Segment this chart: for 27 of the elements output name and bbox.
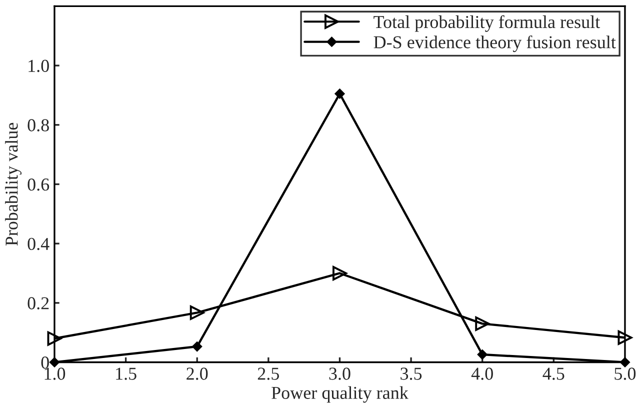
point [477,350,488,360]
y-tick-label: 0.8 [28,119,49,132]
y-tick-label: 0.6 [28,178,50,191]
x-axis-title: Power quality rank [272,386,408,403]
x-tick-label: 1.5 [116,368,136,380]
point [332,266,347,280]
legend-label: Total probability formula result [374,15,600,32]
x-tick-label: 5.0 [614,368,636,380]
point [190,305,204,320]
x-tick-label: 1.0 [44,368,66,380]
x-tick-label: 3.0 [329,368,350,380]
x-tick-label: 2.0 [186,368,208,380]
y-tick-label: 0.2 [28,297,49,310]
legend-label: D-S evidence theory fusion result [374,35,616,52]
x-tick-label: 3.5 [400,368,422,380]
y-tick-label: 0.4 [28,238,50,250]
x-tick-label: 2.5 [258,368,279,380]
y-tick-label: 0 [41,356,49,369]
x-tick-label: 4.5 [542,368,564,380]
point [475,316,490,331]
point [334,88,345,99]
point [47,331,62,346]
x-tick-label: 4.0 [471,368,493,380]
y-tick-label: 1.0 [28,60,49,72]
point [618,330,632,345]
y-axis-title: Probability value [5,122,22,246]
point [192,342,202,352]
